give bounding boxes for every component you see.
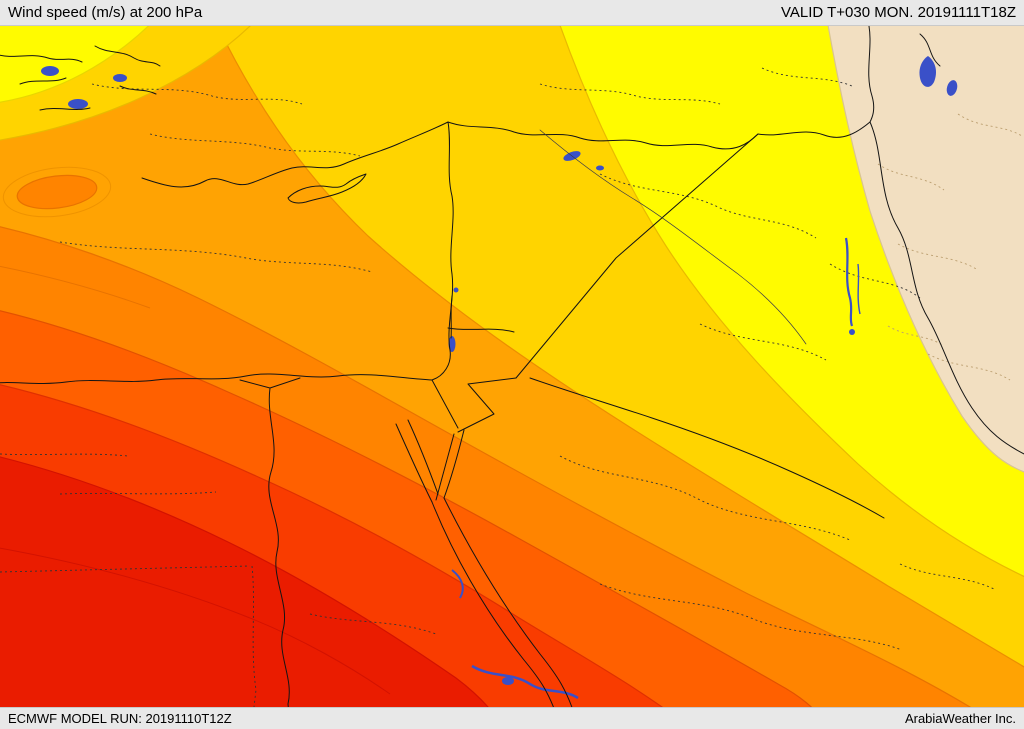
marsh-lake	[849, 329, 855, 335]
corner-band-yellow	[0, 26, 150, 103]
footer-bar: ECMWF MODEL RUN: 20191110T12Z ArabiaWeat…	[0, 707, 1024, 729]
admin-line	[877, 163, 945, 191]
jordan-saudi-border	[457, 377, 517, 433]
iran-iraq-border	[869, 121, 1024, 455]
dead-sea	[448, 336, 456, 352]
sea-of-galilee	[453, 287, 459, 293]
admin-line	[599, 583, 903, 651]
admin-line	[699, 323, 827, 361]
aux-contour-red	[0, 547, 391, 695]
wind-speed-map	[0, 26, 1024, 707]
lake-blue-blob	[502, 677, 514, 685]
admin-line	[91, 83, 303, 105]
closed-contour-cell	[16, 174, 98, 210]
mediterranean-coastline	[0, 121, 454, 384]
admin-line	[829, 263, 921, 299]
header-bar: Wind speed (m/s) at 200 hPa VALID T+030 …	[0, 0, 1024, 26]
map-title: Wind speed (m/s) at 200 hPa	[8, 4, 203, 21]
lake-urmia	[919, 56, 936, 87]
admin-line	[539, 83, 721, 105]
admin-line	[599, 173, 817, 239]
euphrates-river	[539, 129, 807, 345]
admin-line	[887, 325, 945, 347]
admin-boundaries-beige-dotted	[877, 113, 1023, 381]
turkey-syria-border	[447, 121, 871, 150]
admin-line	[957, 113, 1023, 137]
turkey-iran-border	[868, 26, 875, 123]
admin-line	[899, 563, 997, 591]
admin-line	[0, 565, 251, 573]
jordan-river	[450, 295, 453, 339]
aegean-bay	[68, 99, 88, 109]
admin-boundaries-dotted	[0, 67, 997, 707]
lake-nasser	[471, 664, 579, 700]
aegean-bay	[113, 74, 127, 82]
band-deep-red	[0, 456, 489, 707]
water-features	[41, 56, 958, 700]
admin-line	[761, 67, 853, 87]
admin-line	[897, 243, 979, 271]
aux-contour-orange	[0, 265, 151, 309]
syria-iraq-jordan-border	[515, 133, 759, 379]
admin-line	[59, 241, 373, 273]
lake-van	[946, 80, 958, 96]
attribution-label: ArabiaWeather Inc.	[904, 711, 1016, 726]
egypt-israel-border	[431, 379, 459, 429]
map-canvas	[0, 26, 1024, 707]
red-sea-west-coast	[431, 501, 554, 707]
aegean-coastline	[0, 45, 161, 111]
iraq-saudi-border	[529, 377, 885, 519]
mesopotamian-marshes	[844, 237, 854, 327]
caucasus-border-squiggle	[919, 33, 941, 67]
admin-line	[251, 565, 257, 707]
mesopotamian-marshes	[857, 263, 861, 315]
nile-river	[239, 377, 301, 707]
band-calm-beige	[827, 26, 1024, 473]
marmara-sea	[41, 66, 59, 76]
country-borders	[0, 26, 1024, 707]
closed-contour-cell-outer	[2, 166, 112, 218]
gulf-of-suez-coast	[395, 419, 439, 503]
cyprus-island	[287, 173, 367, 204]
river-blue-segment	[451, 569, 464, 599]
gulf-of-aqaba-coast	[435, 429, 465, 501]
lake-small	[596, 165, 604, 171]
valid-time-label: VALID T+030 MON. 20191111T18Z	[781, 4, 1016, 21]
model-run-label: ECMWF MODEL RUN: 20191110T12Z	[8, 711, 232, 726]
wind-speed-contour-bands	[0, 26, 1024, 707]
syria-jordan-border	[447, 327, 515, 333]
red-sea-east-coast	[443, 497, 573, 707]
admin-line	[149, 133, 361, 157]
